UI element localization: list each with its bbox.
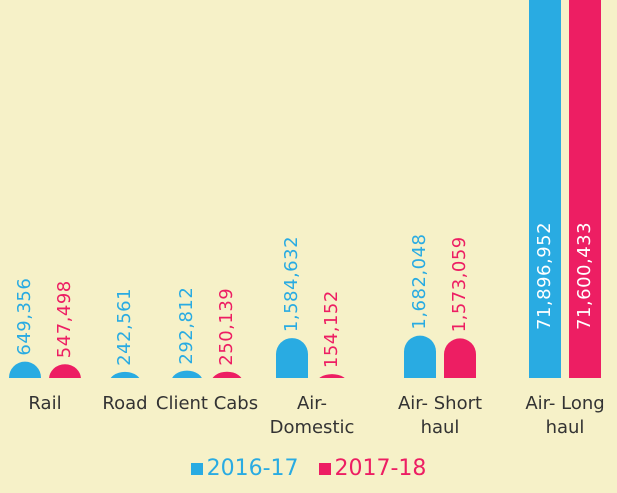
value-label: 71,896,952	[534, 222, 555, 330]
bar	[529, 0, 561, 378]
value-label: 547,498	[54, 280, 75, 358]
x-tick-label: Air- Domestic	[269, 393, 355, 438]
value-label: 1,584,632	[281, 236, 302, 332]
value-label: 1,682,048	[409, 234, 430, 330]
bar	[404, 335, 436, 378]
bar	[444, 338, 476, 378]
value-label: 1,573,059	[449, 236, 470, 332]
value-label: 154,152	[321, 290, 342, 368]
legend-label: 2016-17	[206, 456, 299, 481]
legend-item: 2017-18	[318, 456, 427, 481]
bar	[319, 374, 345, 378]
value-label: 71,600,433	[574, 222, 595, 330]
value-label: 292,812	[176, 287, 197, 365]
bar	[9, 361, 41, 378]
bar	[569, 0, 601, 378]
x-tick-label: Road	[102, 393, 148, 414]
legend-swatch	[190, 463, 203, 475]
x-tick-label: Rail	[28, 393, 62, 414]
bar	[49, 364, 81, 378]
value-label: 649,356	[14, 278, 35, 356]
bar	[276, 338, 308, 378]
bars	[9, 0, 601, 378]
x-tick-label: Air- Long haul	[525, 393, 605, 438]
bar	[110, 371, 140, 378]
legend-label: 2017-18	[334, 456, 427, 481]
legend-item: 2016-17	[190, 456, 299, 481]
value-label: 242,561	[114, 288, 135, 366]
bar	[172, 370, 202, 378]
x-tick-label: Client Cabs	[155, 393, 259, 414]
bar	[212, 371, 242, 378]
x-tick-label: Air- Short haul	[397, 393, 483, 438]
legend-swatch	[318, 463, 331, 475]
legend: 2016-17 2017-18	[0, 456, 617, 481]
value-label: 250,139	[216, 288, 237, 366]
